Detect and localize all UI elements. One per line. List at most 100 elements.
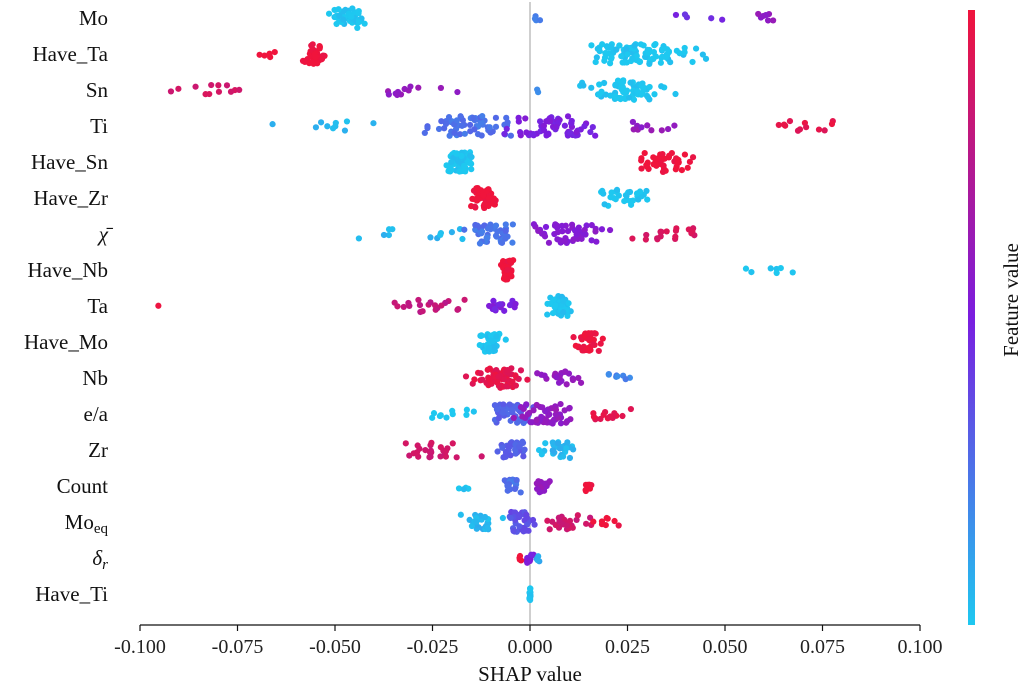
shap-point [795, 128, 801, 134]
shap-point [269, 121, 275, 127]
shap-point [512, 301, 518, 307]
shap-point [544, 311, 550, 317]
x-tick-label: 0.000 [508, 636, 553, 658]
shap-point [778, 265, 784, 271]
shap-point [523, 129, 529, 135]
shap-point [468, 166, 474, 172]
feature-label: Ti [90, 114, 108, 138]
shap-point [438, 85, 444, 91]
shap-point [517, 553, 523, 559]
shap-point [228, 89, 234, 95]
shap-point [547, 118, 553, 124]
x-tick-label: -0.025 [407, 636, 459, 658]
shap-point [461, 297, 467, 303]
shap-point [429, 415, 435, 421]
shap-point [386, 91, 392, 97]
shap-point [580, 82, 586, 88]
shap-point [481, 201, 487, 207]
x-tick-label: -0.075 [212, 636, 264, 658]
shap-point [511, 415, 517, 421]
feature-label: Zr [88, 438, 108, 462]
shap-point [527, 558, 533, 564]
shap-point [644, 122, 650, 128]
shap-point [527, 419, 533, 425]
shap-point [415, 85, 421, 91]
x-tick-label: 0.100 [898, 636, 943, 658]
x-axis-title: SHAP value [478, 662, 582, 686]
shap-point [500, 515, 506, 521]
feature-label: Mo [79, 6, 108, 30]
shap-point [495, 374, 501, 380]
shap-point [486, 376, 492, 382]
shap-point [519, 413, 525, 419]
shap-point [313, 124, 319, 130]
shap-point [627, 80, 633, 86]
shap-point [541, 127, 547, 133]
shap-point [362, 21, 368, 27]
shap-point [674, 164, 680, 170]
shap-point [462, 131, 468, 137]
shap-point [647, 84, 653, 90]
shap-point [206, 91, 212, 97]
shap-point [552, 223, 558, 229]
shap-point [829, 121, 835, 127]
shap-point [560, 298, 566, 304]
shap-point [438, 444, 444, 450]
shap-point [535, 478, 541, 484]
shap-point [774, 270, 780, 276]
shap-point [623, 46, 629, 52]
shap-point [563, 445, 569, 451]
shap-point [822, 127, 828, 133]
shap-point [501, 308, 507, 314]
shap-point [619, 59, 625, 65]
shap-point [592, 133, 598, 139]
shap-point [690, 154, 696, 160]
shap-point [454, 89, 460, 95]
shap-point [508, 515, 514, 521]
x-tick-label: -0.050 [309, 636, 361, 658]
shap-point [542, 440, 548, 446]
shap-point [606, 372, 612, 378]
feature-label: Ta [87, 294, 108, 318]
shap-point [313, 54, 319, 60]
shap-point [454, 117, 460, 123]
shap-point [562, 238, 568, 244]
shap-point [562, 368, 568, 374]
feature-label: e/a [84, 402, 109, 426]
shap-point [215, 82, 221, 88]
shap-point [651, 42, 657, 48]
shap-point [477, 240, 483, 246]
shap-point [570, 334, 576, 340]
shap-point [528, 552, 534, 558]
shap-point [493, 115, 499, 121]
shap-point [567, 405, 573, 411]
shap-point [555, 229, 561, 235]
shap-point [342, 127, 348, 133]
shap-point [590, 341, 596, 347]
shap-point [472, 222, 478, 228]
shap-point [743, 266, 749, 272]
shap-point [581, 123, 587, 129]
shap-point [613, 47, 619, 53]
shap-point [522, 115, 528, 121]
shap-point [655, 155, 661, 161]
feature-labels: MoHave_TaSnTiHave_SnHave_Zrχ̄Have_NbTaHa… [24, 6, 114, 606]
shap-point [473, 519, 479, 525]
shap-point [335, 6, 341, 12]
shap-point [659, 46, 665, 52]
shap-point [512, 486, 518, 492]
colorbar-label: Feature value [999, 243, 1023, 357]
shap-point [216, 89, 222, 95]
shap-point [356, 8, 362, 14]
x-ticks: -0.100 -0.075 -0.050 -0.025 0.000 0.025 0.050 0… [114, 625, 942, 658]
shap-point [590, 124, 596, 130]
shap-point [624, 87, 630, 93]
shap-point [500, 401, 506, 407]
shap-point [415, 442, 421, 448]
shap-point [487, 124, 493, 130]
shap-point [596, 348, 602, 354]
shap-point [589, 222, 595, 228]
shap-point [494, 379, 500, 385]
shap-point [499, 240, 505, 246]
